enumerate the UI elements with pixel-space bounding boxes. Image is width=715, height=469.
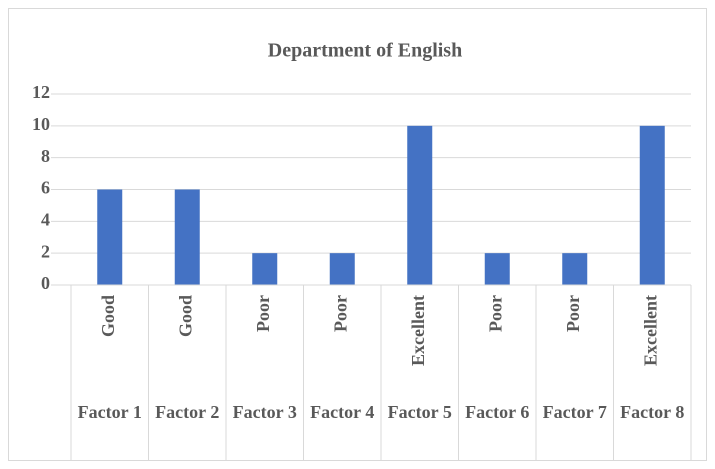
bar	[329, 253, 355, 285]
category-label: Poor	[563, 295, 583, 332]
category-label: Good	[175, 295, 195, 337]
category-label: Good	[98, 295, 118, 337]
y-tick-label: 4	[41, 209, 50, 229]
y-tick-label: 2	[41, 241, 50, 261]
y-tick-label: 12	[32, 82, 50, 102]
bar	[97, 189, 123, 285]
y-tick-label: 10	[32, 114, 50, 134]
group-label: Factor 6	[465, 402, 530, 422]
y-tick-label: 6	[41, 178, 50, 198]
bar	[252, 253, 278, 285]
group-label: Factor 5	[387, 402, 452, 422]
category-label: Excellent	[408, 295, 428, 366]
bar	[407, 125, 433, 285]
bar	[174, 189, 200, 285]
group-label: Factor 3	[232, 402, 297, 422]
y-tick-label: 0	[41, 273, 50, 293]
category-label: Poor	[485, 295, 505, 332]
bar	[484, 253, 510, 285]
y-tick-label: 8	[41, 146, 50, 166]
group-label: Factor 1	[77, 402, 142, 422]
category-label: Excellent	[640, 295, 660, 366]
chart-title: Department of English	[268, 40, 462, 62]
bar	[562, 253, 588, 285]
chart-border	[8, 8, 707, 461]
category-label: Poor	[330, 295, 350, 332]
group-label: Factor 2	[155, 402, 220, 422]
category-label: Poor	[253, 295, 273, 332]
group-label: Factor 8	[620, 402, 685, 422]
group-label: Factor 4	[310, 402, 375, 422]
bar	[639, 125, 665, 285]
group-label: Factor 7	[542, 402, 607, 422]
